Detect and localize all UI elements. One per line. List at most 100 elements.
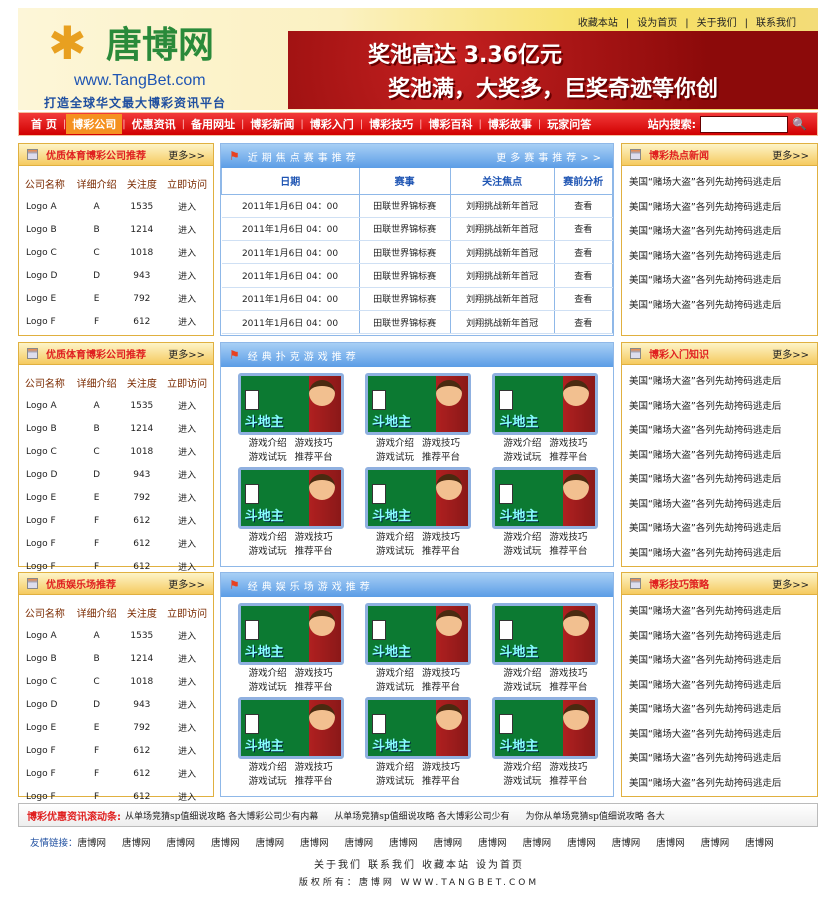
table-cell[interactable]: F <box>93 745 100 756</box>
top-link[interactable]: 联系我们 <box>756 18 796 29</box>
game-link[interactable]: 游戏试玩 <box>248 776 287 787</box>
game-link[interactable]: 游戏技巧 <box>549 438 588 449</box>
friend-link[interactable]: 唐博网 <box>433 838 463 849</box>
more-link[interactable]: 更多赛事推荐>> <box>496 152 605 164</box>
table-cell[interactable]: A <box>93 400 100 411</box>
game-image[interactable]: 斗地主 <box>364 467 471 529</box>
enter-link[interactable]: 进入 <box>178 272 197 282</box>
game-link[interactable]: 游戏介绍 <box>248 532 287 543</box>
view-link[interactable]: 查看 <box>554 263 614 288</box>
news-item[interactable]: 美国“赌场大盗”各列先劫挎码逃走后 <box>629 400 782 412</box>
game-link[interactable]: 游戏试玩 <box>248 682 287 693</box>
table-cell[interactable]: E <box>93 293 100 304</box>
news-item[interactable]: 美国“赌场大盗”各列先劫挎码逃走后 <box>629 753 782 764</box>
nav-item[interactable]: 首 页 <box>31 118 57 131</box>
game-link[interactable]: 游戏技巧 <box>421 762 460 773</box>
game-link[interactable]: 游戏介绍 <box>375 668 414 679</box>
game-link[interactable]: 推荐平台 <box>294 546 333 557</box>
news-item[interactable]: 美国“赌场大盗”各列先劫挎码逃走后 <box>629 777 782 789</box>
top-link[interactable]: 设为首页 <box>637 18 678 29</box>
enter-link[interactable]: 进入 <box>178 540 197 550</box>
footer-link[interactable]: 收藏本站 <box>422 860 470 871</box>
friend-link[interactable]: 唐博网 <box>344 838 374 849</box>
game-link[interactable]: 游戏技巧 <box>294 438 333 449</box>
news-item[interactable]: 美国“赌场大盗”各列先劫挎码逃走后 <box>629 523 782 534</box>
news-item[interactable]: 美国“赌场大盗”各列先劫挎码逃走后 <box>629 177 782 188</box>
friend-link[interactable]: 唐博网 <box>166 838 196 849</box>
jackpot-banner[interactable]: 奖池高达 3.36亿元 奖池满，大奖多，巨奖奇迹等你创 <box>288 31 818 109</box>
more-link[interactable]: 更多>> <box>168 151 205 162</box>
enter-link[interactable]: 进入 <box>178 226 197 236</box>
table-cell[interactable]: B <box>93 653 100 664</box>
ticker-message[interactable]: 从单场竞猜sp值细说攻略 各大博彩公司少有内幕 <box>125 811 319 822</box>
game-image[interactable]: 斗地主 <box>492 373 599 435</box>
view-link[interactable]: 查看 <box>554 217 614 242</box>
game-link[interactable]: 游戏试玩 <box>375 546 414 557</box>
game-image[interactable]: 斗地主 <box>492 603 599 665</box>
game-link[interactable]: 推荐平台 <box>421 546 460 557</box>
table-cell[interactable]: F <box>93 515 100 526</box>
more-link[interactable]: 更多>> <box>772 350 809 361</box>
friend-link[interactable]: 唐博网 <box>255 838 285 849</box>
game-link[interactable]: 游戏介绍 <box>375 762 414 773</box>
news-item[interactable]: 美国“赌场大盗”各列先劫挎码逃走后 <box>629 449 782 461</box>
enter-link[interactable]: 进入 <box>178 517 197 527</box>
enter-link[interactable]: 进入 <box>178 793 197 803</box>
game-link[interactable]: 游戏介绍 <box>503 762 542 773</box>
nav-item[interactable]: 博彩公司 <box>66 114 123 134</box>
enter-link[interactable]: 进入 <box>178 471 197 481</box>
nav-item[interactable]: 博彩入门 <box>309 118 354 131</box>
enter-link[interactable]: 进入 <box>178 701 197 711</box>
game-link[interactable]: 推荐平台 <box>294 682 333 693</box>
game-link[interactable]: 推荐平台 <box>421 776 460 787</box>
game-link[interactable]: 游戏介绍 <box>248 668 287 679</box>
table-cell[interactable]: B <box>93 423 100 434</box>
friend-link[interactable]: 唐博网 <box>522 838 552 849</box>
game-link[interactable]: 游戏试玩 <box>375 776 414 787</box>
table-cell[interactable]: B <box>93 224 100 235</box>
enter-link[interactable]: 进入 <box>178 318 197 328</box>
more-link[interactable]: 更多>> <box>772 151 809 162</box>
view-link[interactable]: 查看 <box>554 194 614 218</box>
game-link[interactable]: 推荐平台 <box>549 546 588 557</box>
news-item[interactable]: 美国“赌场大盗”各列先劫挎码逃走后 <box>629 425 782 436</box>
news-item[interactable]: 美国“赌场大盗”各列先劫挎码逃走后 <box>629 728 782 740</box>
news-item[interactable]: 美国“赌场大盗”各列先劫挎码逃走后 <box>629 547 782 559</box>
friend-link[interactable]: 唐博网 <box>611 838 641 849</box>
game-link[interactable]: 游戏技巧 <box>549 668 588 679</box>
game-link[interactable]: 游戏介绍 <box>503 438 542 449</box>
game-link[interactable]: 游戏介绍 <box>248 438 287 449</box>
game-image[interactable]: 斗地主 <box>237 697 344 759</box>
game-link[interactable]: 游戏技巧 <box>421 668 460 679</box>
table-cell[interactable]: F <box>93 768 100 779</box>
friend-link[interactable]: 唐博网 <box>656 838 685 849</box>
game-link[interactable]: 游戏技巧 <box>549 532 588 543</box>
nav-item[interactable]: 优惠资讯 <box>131 118 176 131</box>
friend-link[interactable]: 唐博网 <box>389 838 418 849</box>
game-link[interactable]: 游戏试玩 <box>248 546 287 557</box>
enter-link[interactable]: 进入 <box>178 494 197 504</box>
game-link[interactable]: 游戏介绍 <box>375 438 414 449</box>
view-link[interactable]: 查看 <box>554 287 614 311</box>
table-cell[interactable]: F <box>93 538 100 549</box>
game-image[interactable]: 斗地主 <box>237 373 344 435</box>
ticker-message[interactable]: 从单场竞猜sp值细说攻略 各大博彩公司少有 <box>334 811 510 822</box>
more-link[interactable]: 更多>> <box>168 580 205 591</box>
table-cell[interactable]: F <box>93 561 100 572</box>
game-image[interactable]: 斗地主 <box>492 697 599 759</box>
nav-item[interactable]: 博彩技巧 <box>369 118 414 131</box>
friend-link[interactable]: 唐博网 <box>77 838 107 849</box>
table-cell[interactable]: D <box>93 699 101 710</box>
news-item[interactable]: 美国“赌场大盗”各列先劫挎码逃走后 <box>629 226 782 237</box>
news-item[interactable]: 美国“赌场大盗”各列先劫挎码逃走后 <box>629 299 782 311</box>
logo[interactable]: ✱ 唐博网 www.TangBet.com 打造全球华文最大博彩资讯平台 <box>44 14 266 110</box>
table-cell[interactable]: F <box>93 791 100 802</box>
nav-item[interactable]: 博彩百科 <box>428 118 473 131</box>
news-item[interactable]: 美国“赌场大盗”各列先劫挎码逃走后 <box>629 704 782 715</box>
game-link[interactable]: 游戏介绍 <box>503 668 542 679</box>
table-cell[interactable]: D <box>93 469 101 480</box>
game-link[interactable]: 游戏试玩 <box>503 452 542 463</box>
enter-link[interactable]: 进入 <box>178 249 197 259</box>
news-item[interactable]: 美国“赌场大盗”各列先劫挎码逃走后 <box>629 655 782 666</box>
enter-link[interactable]: 进入 <box>178 448 197 458</box>
